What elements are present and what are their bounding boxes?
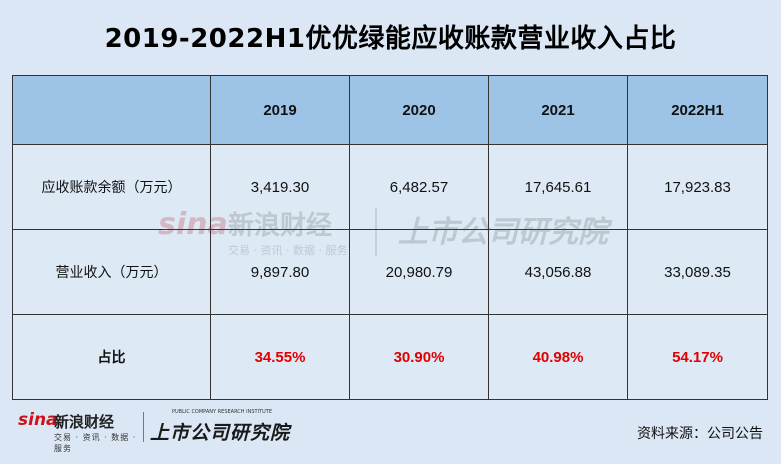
header-cell-2022h1: 2022H1 xyxy=(627,75,768,145)
table-cell: 17,645.61 xyxy=(488,144,628,230)
table-row-revenue: 营业收入（万元） 9,897.80 20,980.79 43,056.88 33… xyxy=(12,229,768,315)
row-label: 应收账款余额（万元） xyxy=(12,144,211,230)
table-header-row: 2019 2020 2021 2022H1 xyxy=(12,75,768,145)
ratio-cell: 40.98% xyxy=(488,314,628,400)
sina-finance-logo: sina 新浪财经 交易 · 资讯 · 数据 · 服务 xyxy=(18,410,146,453)
header-cell-2020: 2020 xyxy=(349,75,489,145)
ratio-cell: 34.55% xyxy=(210,314,350,400)
table-cell: 3,419.30 xyxy=(210,144,350,230)
table-cell: 43,056.88 xyxy=(488,229,628,315)
data-table: 2019 2020 2021 2022H1 应收账款余额（万元） 3,419.3… xyxy=(12,75,768,400)
table-row-receivables: 应收账款余额（万元） 3,419.30 6,482.57 17,645.61 1… xyxy=(12,144,768,230)
table-row-ratio: 占比 34.55% 30.90% 40.98% 54.17% xyxy=(12,314,768,400)
institute-logo-english: PUBLIC COMPANY RESEARCH INSTITUTE xyxy=(172,409,272,415)
table-cell: 20,980.79 xyxy=(349,229,489,315)
table-cell: 33,089.35 xyxy=(627,229,768,315)
header-cell-2021: 2021 xyxy=(488,75,628,145)
table-cell: 6,482.57 xyxy=(349,144,489,230)
table-cell: 17,923.83 xyxy=(627,144,768,230)
sina-logo-text: 新浪财经 xyxy=(54,413,115,431)
ratio-cell: 30.90% xyxy=(349,314,489,400)
logo-divider xyxy=(143,412,144,442)
header-cell-2019: 2019 xyxy=(210,75,350,145)
sina-logo-subtitle: 交易 · 资讯 · 数据 · 服务 xyxy=(54,433,137,453)
source-note: 资料来源：公司公告 xyxy=(637,426,763,442)
header-cell-empty xyxy=(12,75,211,145)
research-institute-logo: PUBLIC COMPANY RESEARCH INSTITUTE 上市公司研究… xyxy=(150,408,290,446)
table-cell: 9,897.80 xyxy=(210,229,350,315)
row-label: 营业收入（万元） xyxy=(12,229,211,315)
sina-logo-mark: sina xyxy=(18,410,58,430)
row-label: 占比 xyxy=(12,314,211,400)
ratio-cell: 54.17% xyxy=(627,314,768,400)
institute-logo-text: 上市公司研究院 xyxy=(150,422,291,444)
page-title: 2019-2022H1优优绿能应收账款营业收入占比 xyxy=(104,24,677,54)
